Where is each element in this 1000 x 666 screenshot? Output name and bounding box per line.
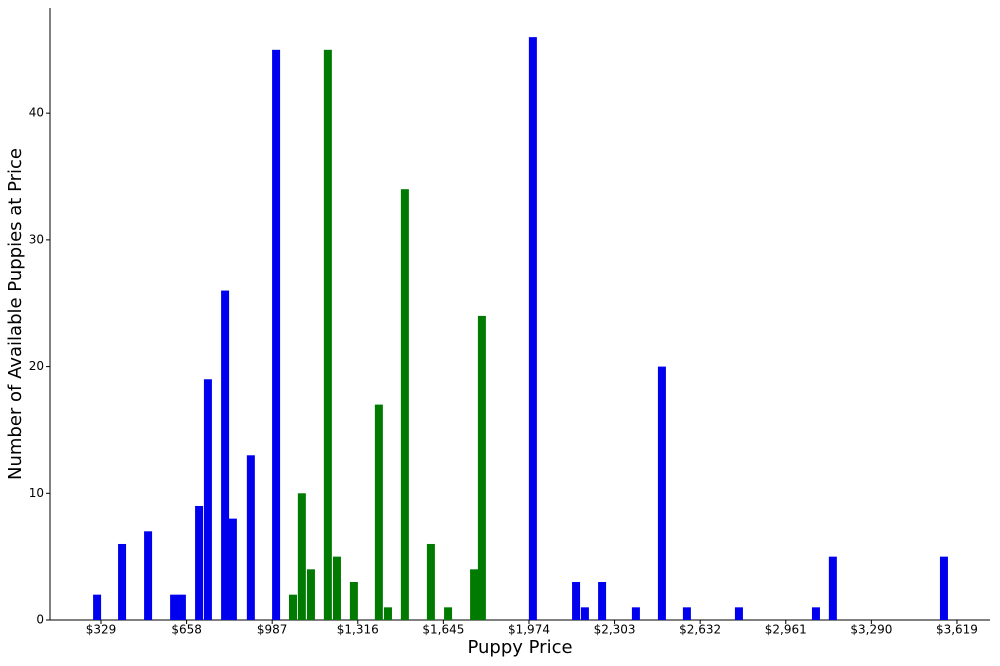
bar bbox=[828, 556, 837, 620]
y-tick-label: 20 bbox=[29, 359, 44, 373]
x-tick-label: $987 bbox=[257, 623, 288, 637]
x-tick-label: $1,974 bbox=[508, 623, 550, 637]
bar bbox=[332, 556, 341, 620]
x-tick-label: $1,645 bbox=[422, 623, 464, 637]
bar bbox=[221, 290, 230, 620]
y-tick-label: 0 bbox=[36, 613, 44, 627]
bar bbox=[297, 493, 306, 620]
bar bbox=[323, 49, 332, 621]
bar bbox=[203, 379, 212, 620]
bar bbox=[228, 518, 237, 620]
x-tick-label: $3,290 bbox=[850, 623, 892, 637]
bar bbox=[939, 556, 948, 620]
y-axis-title: Number of Available Puppies at Price bbox=[5, 148, 26, 480]
bar bbox=[383, 607, 392, 620]
x-tick-label: $329 bbox=[86, 623, 117, 637]
x-axis-title: Puppy Price bbox=[467, 637, 572, 658]
bar bbox=[444, 607, 453, 620]
bar bbox=[528, 37, 537, 620]
y-tick-label: 40 bbox=[29, 106, 44, 120]
bar bbox=[734, 607, 743, 620]
bar bbox=[682, 607, 691, 620]
bar bbox=[306, 569, 315, 620]
bar bbox=[144, 531, 153, 620]
x-tick-label: $658 bbox=[171, 623, 202, 637]
bar bbox=[272, 49, 281, 621]
bar bbox=[580, 607, 589, 620]
bar bbox=[177, 594, 186, 620]
x-tick-label: $2,961 bbox=[765, 623, 807, 637]
bar bbox=[477, 315, 486, 620]
bar bbox=[289, 594, 298, 620]
bar bbox=[400, 189, 409, 620]
x-tick-label: $2,303 bbox=[594, 623, 636, 637]
bar bbox=[426, 543, 435, 620]
bar bbox=[470, 569, 479, 620]
bar bbox=[598, 581, 607, 620]
bar bbox=[657, 366, 666, 620]
bar bbox=[631, 607, 640, 620]
bar bbox=[246, 455, 255, 620]
bar bbox=[170, 594, 179, 620]
x-tick-label: $1,316 bbox=[337, 623, 379, 637]
bar bbox=[374, 404, 383, 620]
bar bbox=[811, 607, 820, 620]
bar bbox=[349, 581, 358, 620]
bar bbox=[93, 594, 102, 620]
y-tick-label: 30 bbox=[29, 232, 44, 246]
x-tick-label: $3,619 bbox=[936, 623, 978, 637]
bar bbox=[195, 505, 204, 620]
x-tick-label: $2,632 bbox=[679, 623, 721, 637]
bar bbox=[572, 581, 581, 620]
y-tick-label: 10 bbox=[29, 486, 44, 500]
bar bbox=[118, 543, 127, 620]
